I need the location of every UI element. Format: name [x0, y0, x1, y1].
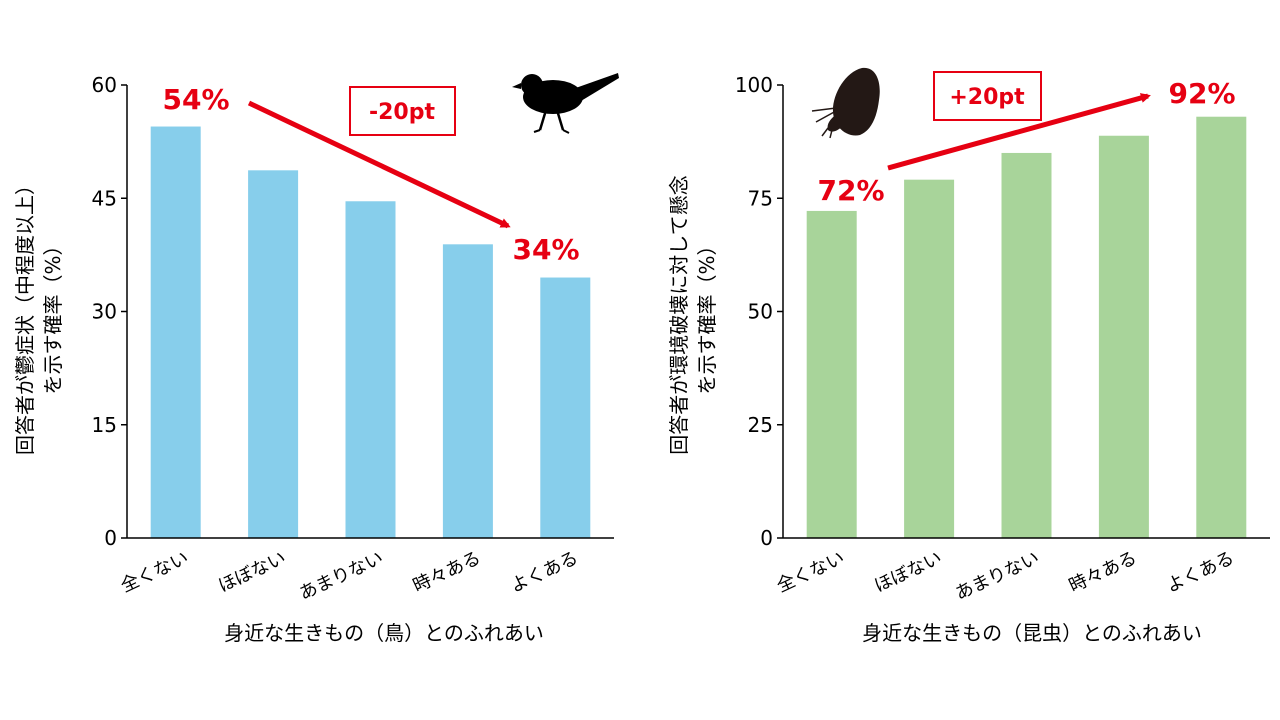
y-tick-label: 0 [760, 526, 773, 550]
y-tick-label: 45 [92, 186, 117, 210]
bar-5 [1196, 116, 1247, 539]
end-value-label: 34% [512, 233, 579, 266]
x-tick-label: 時々ある [1066, 547, 1140, 596]
y-tick-group: 0 25 50 75 100 [735, 73, 783, 550]
bar-5 [540, 277, 591, 538]
bar-group [806, 116, 1247, 539]
y-tick-label: 60 [92, 73, 117, 97]
bar-2 [248, 170, 299, 538]
start-value-label: 72% [817, 174, 884, 207]
bar-4 [442, 244, 493, 538]
butterfly-icon [811, 67, 880, 139]
y-tick-label: 0 [104, 526, 117, 550]
x-tick-label: ほぼない [871, 547, 945, 596]
x-tick-label: あまりない [296, 547, 386, 604]
y-tick-label: 30 [92, 300, 117, 324]
bar-group [150, 126, 591, 539]
y-axis-title-line-2: を示す確率（%） [695, 235, 719, 394]
x-tick-label: あまりない [952, 547, 1042, 604]
chart-insects: 0 25 50 75 100 全くない ほぼない あまりない 時々ある よくある 回答者が環境破… [667, 67, 1270, 645]
trend-arrow [887, 93, 1151, 171]
change-box [349, 86, 456, 136]
change-box [933, 71, 1042, 121]
change-label: -20pt [369, 100, 435, 125]
bar-1 [806, 210, 857, 538]
bar-4 [1098, 135, 1149, 538]
y-tick-label: 50 [748, 300, 773, 324]
bar-3 [1001, 152, 1052, 538]
change-label: +20pt [949, 85, 1025, 110]
start-value-label: 54% [162, 83, 229, 116]
bar-1 [150, 126, 201, 539]
x-tick-label: よくある [1163, 547, 1237, 596]
y-tick-label: 100 [735, 73, 773, 97]
x-tick-label: 全くない [118, 547, 192, 596]
x-axis-title: 身近な生きもの（昆虫）とのふれあい [862, 621, 1202, 645]
bar-3 [345, 201, 396, 538]
y-tick-label: 25 [748, 413, 773, 437]
y-tick-label: 15 [92, 413, 117, 437]
x-tick-label: ほぼない [215, 547, 289, 596]
y-axis-title-line-1: 回答者が環境破壊に対して懸念 [667, 175, 691, 454]
y-axis-title-line-1: 回答者が鬱症状（中程度以上） [13, 175, 37, 455]
x-tick-label: 全くない [774, 547, 848, 596]
trend-arrow [247, 100, 511, 229]
bird-icon [512, 73, 619, 134]
y-axis-title-line-2: を示す確率（%） [41, 235, 65, 394]
x-axis-title: 身近な生きもの（鳥）とのふれあい [224, 621, 544, 645]
bar-2 [904, 179, 955, 538]
end-value-label: 92% [1168, 77, 1235, 110]
y-tick-group: 0 15 30 45 60 [92, 73, 127, 550]
x-tick-label: 時々ある [410, 547, 484, 596]
y-tick-label: 75 [748, 186, 773, 210]
x-tick-label: よくある [507, 547, 581, 596]
x-category-group: 全くない ほぼない あまりない 時々ある よくある [774, 547, 1238, 604]
chart-birds: 0 15 30 45 60 全くない ほぼない あまりない 時々ある よくある 回答者が鬱症状（… [13, 73, 619, 645]
x-category-group: 全くない ほぼない あまりない 時々ある よくある [118, 547, 582, 604]
